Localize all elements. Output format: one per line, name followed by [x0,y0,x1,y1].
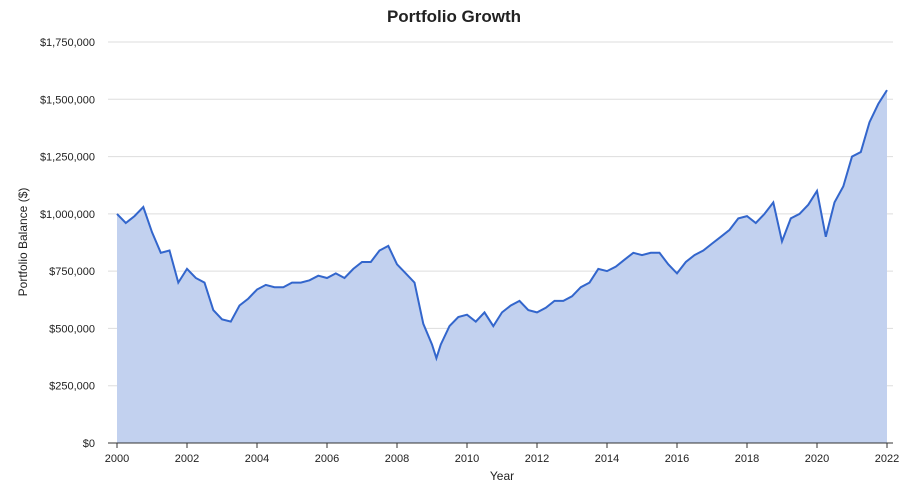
x-tick-label: 2022 [875,453,899,465]
y-tick-label: $1,250,000 [40,152,95,164]
x-tick-label: 2014 [595,453,619,465]
x-tick-label: 2008 [385,453,409,465]
x-tick-label: 2006 [315,453,339,465]
x-tick-label: 2000 [105,453,129,465]
y-tick-label: $750,000 [49,266,95,278]
y-tick-label: $1,500,000 [40,94,95,106]
y-axis-label: Portfolio Balance ($) [16,188,30,297]
x-tick-label: 2016 [665,453,689,465]
x-tick-label: 2018 [735,453,759,465]
x-tick-label: 2012 [525,453,549,465]
x-tick-label: 2004 [245,453,269,465]
x-tick-label: 2002 [175,453,199,465]
x-axis-ticks: 2000 2002 2004 2006 2008 2010 2012 2014 2016 2018… [105,443,899,465]
y-tick-label: $500,000 [49,323,95,335]
balance-line [116,89,888,362]
y-tick-label: $1,000,000 [40,209,95,221]
y-axis-ticks: $0 $250,000 $500,000 $750,000 $1,000,000 $1,2… [40,37,95,450]
chart-title: Portfolio Growth [387,7,521,26]
y-tick-label: $0 [83,438,95,450]
x-tick-label: 2020 [805,453,829,465]
balance-area [117,90,887,443]
y-tick-label: $250,000 [49,381,95,393]
x-tick-label: 2010 [455,453,479,465]
x-axis-label: Year [490,469,514,483]
y-tick-label: $1,750,000 [40,37,95,49]
